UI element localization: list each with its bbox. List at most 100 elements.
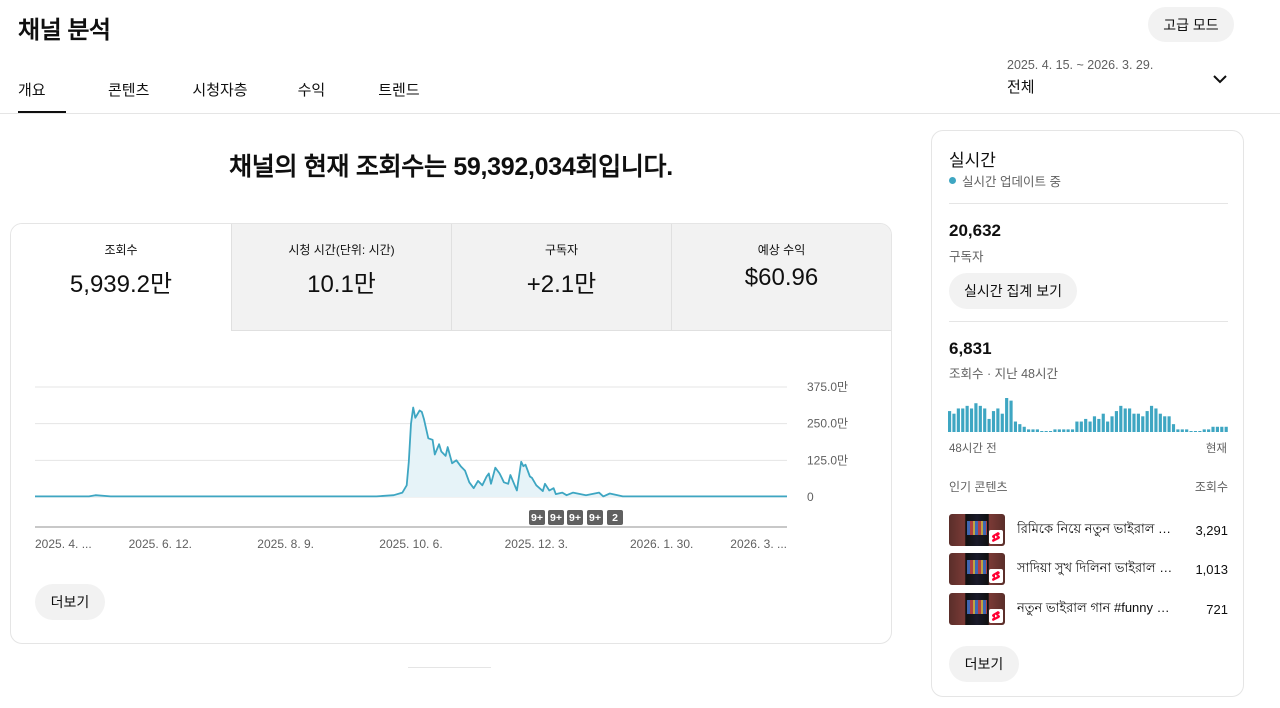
live-status: 실시간 업데이트 중 bbox=[949, 171, 1061, 190]
x-tick-label: 2026. 1. 30. bbox=[630, 537, 693, 551]
chevron-down-icon bbox=[1213, 75, 1227, 84]
realtime-bar bbox=[1189, 431, 1193, 432]
tab-trends[interactable]: 트렌드 bbox=[378, 82, 420, 99]
tab-revenue[interactable]: 수익 bbox=[297, 82, 326, 99]
y-tick-label: 375.0만 bbox=[807, 380, 848, 394]
realtime-bar bbox=[1185, 429, 1189, 432]
date-range-picker[interactable]: 2025. 4. 15. ~ 2026. 3. 29. 전체 bbox=[1007, 57, 1237, 101]
video-marker-label: 9+ bbox=[531, 512, 543, 524]
tab-audience[interactable]: 시청자층 bbox=[192, 82, 248, 99]
realtime-bar bbox=[1044, 431, 1048, 432]
views-48h-label: 조회수 · 지난 48시간 bbox=[949, 367, 1058, 381]
realtime-bar bbox=[1018, 424, 1022, 432]
popular-more-button[interactable]: 더보기 bbox=[949, 646, 1019, 682]
realtime-bar bbox=[1193, 431, 1198, 432]
realtime-bar bbox=[1013, 421, 1018, 432]
realtime-bar bbox=[1005, 398, 1009, 432]
popular-content-label: 인기 콘텐츠 bbox=[949, 480, 1008, 494]
metric-value: 5,939.2만 bbox=[69, 271, 173, 298]
metric-value: 10.1만 bbox=[307, 271, 376, 298]
realtime-bar bbox=[1110, 416, 1114, 432]
metric-value: $60.96 bbox=[744, 264, 819, 291]
realtime-bar bbox=[952, 413, 956, 432]
realtime-bar bbox=[1066, 429, 1070, 432]
realtime-bar bbox=[1163, 416, 1167, 432]
realtime-bar bbox=[956, 408, 960, 432]
advanced-mode-button[interactable]: 고급 모드 bbox=[1148, 7, 1234, 42]
realtime-bar bbox=[1149, 405, 1154, 432]
realtime-bar bbox=[965, 405, 969, 432]
realtime-bar bbox=[1101, 413, 1105, 432]
date-range-text: 2025. 4. 15. ~ 2026. 3. 29. bbox=[1007, 58, 1154, 72]
realtime-bar bbox=[1035, 429, 1039, 432]
popular-item-views: 3,291 bbox=[1195, 522, 1228, 538]
metric-tab-revenue[interactable]: 예상 수익 $60.96 bbox=[671, 224, 891, 331]
metric-value: +2.1만 bbox=[526, 271, 597, 298]
y-tick-label: 250.0만 bbox=[807, 417, 848, 431]
realtime-bar bbox=[1057, 429, 1061, 432]
shorts-icon bbox=[989, 569, 1003, 583]
views-series-line bbox=[35, 406, 787, 498]
y-tick-label: 125.0만 bbox=[807, 453, 848, 467]
popular-item-title: নতুন ভাইরাল গান #funny #fun #shorts bbox=[1017, 599, 1176, 615]
realtime-bar bbox=[1202, 429, 1206, 432]
video-marker[interactable]: 9+ bbox=[567, 510, 583, 525]
realtime-bar bbox=[1132, 413, 1136, 432]
metric-tab-subscribers[interactable]: 구독자 +2.1만 bbox=[451, 224, 671, 331]
y-tick-label: 0 bbox=[807, 490, 814, 504]
realtime-bar bbox=[1070, 429, 1075, 432]
realtime-count-button[interactable]: 실시간 집계 보기 bbox=[949, 273, 1077, 309]
metric-label: 구독자 bbox=[544, 243, 579, 257]
popular-item[interactable]: নতুন ভাইরাল গান #funny #fun #shorts 721 bbox=[949, 593, 1228, 625]
realtime-bar bbox=[1136, 413, 1140, 432]
metric-tabs: 조회수 5,939.2만 시청 시간(단위: 시간) 10.1만 구독자 +2.… bbox=[11, 224, 891, 331]
video-marker[interactable]: 2 bbox=[607, 510, 623, 525]
realtime-title: 실시간 bbox=[949, 151, 996, 170]
popular-content-header: 인기 콘텐츠 조회수 bbox=[949, 478, 1228, 495]
popular-item[interactable]: রিমিকে নিয়ে নতুন ভাইরাল গান #funny #fun… bbox=[949, 514, 1228, 546]
realtime-bar bbox=[1084, 418, 1088, 432]
metric-label: 조회수 bbox=[104, 243, 138, 257]
subscriber-count: 20,632 bbox=[949, 221, 1001, 240]
realtime-bar bbox=[1215, 426, 1219, 432]
metric-tab-views[interactable]: 조회수 5,939.2만 bbox=[11, 224, 231, 331]
video-thumbnail bbox=[949, 593, 1005, 625]
realtime-bar bbox=[1079, 421, 1083, 432]
x-tick-label: 2025. 8. 9. bbox=[257, 537, 314, 551]
realtime-bar bbox=[983, 408, 987, 432]
realtime-bar bbox=[1092, 416, 1097, 432]
realtime-bar bbox=[991, 411, 996, 432]
subscriber-label: 구독자 bbox=[949, 250, 984, 264]
video-marker[interactable]: 9+ bbox=[587, 510, 603, 525]
realtime-bar bbox=[1171, 424, 1176, 432]
video-marker-label: 9+ bbox=[569, 512, 581, 524]
metric-tab-watch-time[interactable]: 시청 시간(단위: 시간) 10.1만 bbox=[231, 224, 451, 331]
realtime-bar bbox=[1224, 426, 1228, 432]
realtime-bar bbox=[1088, 421, 1092, 432]
realtime-bar bbox=[1114, 411, 1118, 432]
video-marker[interactable]: 9+ bbox=[529, 510, 545, 525]
video-thumbnail bbox=[949, 553, 1005, 585]
realtime-bar bbox=[974, 403, 978, 432]
realtime-bar bbox=[1176, 429, 1180, 432]
shorts-icon bbox=[989, 530, 1003, 544]
x-tick-label: 2025. 12. 3. bbox=[505, 537, 568, 551]
popular-item-views: 1,013 bbox=[1195, 561, 1228, 577]
video-marker-label: 9+ bbox=[550, 512, 562, 524]
video-thumbnail bbox=[949, 514, 1005, 546]
tab-content[interactable]: 콘텐츠 bbox=[108, 82, 150, 99]
mini-chart-start-label: 48시간 전 bbox=[949, 443, 997, 455]
metric-label: 예상 수익 bbox=[757, 243, 806, 257]
realtime-bar-chart bbox=[948, 398, 1228, 432]
realtime-bar bbox=[1220, 426, 1224, 432]
popular-item-title: রিমিকে নিয়ে নতুন ভাইরাল গান #funny #fun bbox=[1017, 520, 1176, 536]
realtime-bar bbox=[1022, 426, 1026, 432]
video-marker[interactable]: 9+ bbox=[548, 510, 564, 525]
tab-overview[interactable]: 개요 bbox=[18, 62, 66, 114]
realtime-bar bbox=[1128, 408, 1132, 432]
overview-more-button[interactable]: 더보기 bbox=[35, 584, 105, 620]
popular-item[interactable]: সাদিয়া সুখ দিলিনা ভাইরাল গান #funny 1,0… bbox=[949, 553, 1228, 585]
metric-label: 시청 시간(단위: 시간) bbox=[288, 243, 395, 257]
realtime-bar bbox=[996, 408, 1000, 432]
realtime-bar bbox=[1123, 408, 1127, 432]
